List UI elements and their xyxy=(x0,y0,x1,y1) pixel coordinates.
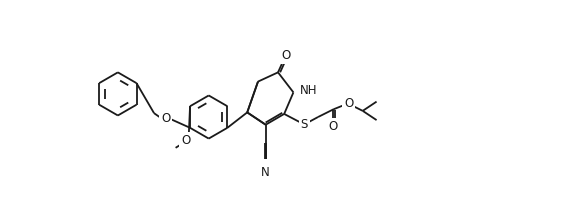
Text: O: O xyxy=(329,120,338,133)
Text: O: O xyxy=(181,134,191,147)
Text: O: O xyxy=(161,112,170,125)
Text: O: O xyxy=(281,49,291,62)
Text: S: S xyxy=(301,118,308,131)
Text: O: O xyxy=(345,97,353,110)
Text: NH: NH xyxy=(300,84,317,97)
Text: N: N xyxy=(261,166,270,179)
